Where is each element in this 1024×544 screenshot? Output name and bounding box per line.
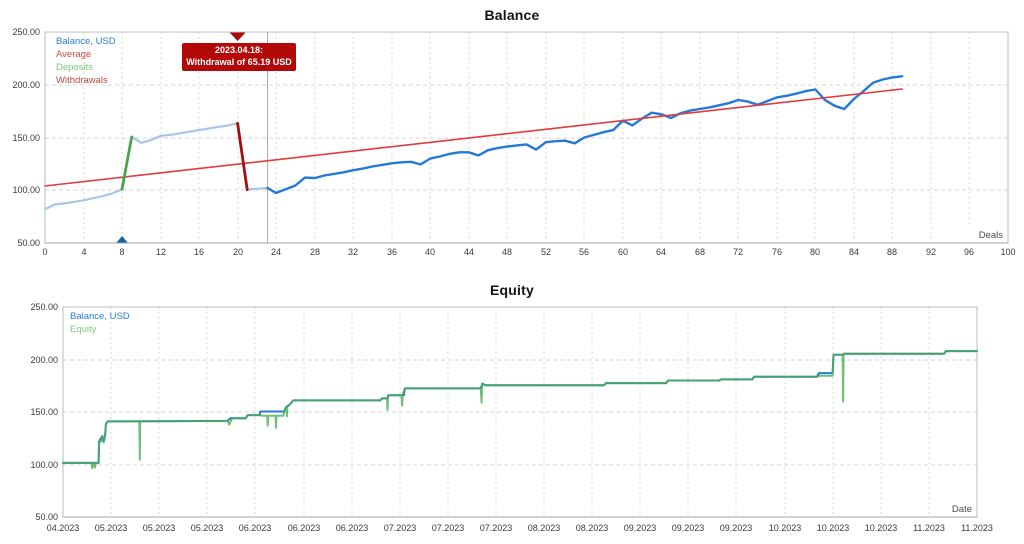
series-withdrawal bbox=[236, 121, 249, 192]
axis-corner-label: Date bbox=[952, 504, 972, 515]
x-tick-label: 36 bbox=[387, 247, 397, 257]
series-balance bbox=[62, 350, 978, 464]
x-tick-label: 07.2023 bbox=[480, 523, 513, 533]
x-tick-label: 10.2023 bbox=[817, 523, 850, 533]
y-tick-label: 200.00 bbox=[12, 80, 40, 90]
y-tick-label: 100.00 bbox=[30, 460, 58, 470]
x-tick-label: 4 bbox=[81, 247, 86, 257]
x-tick-label: 28 bbox=[310, 247, 320, 257]
x-tick-label: 44 bbox=[464, 247, 474, 257]
x-tick-label: 92 bbox=[926, 247, 936, 257]
x-tick-label: 11.2023 bbox=[961, 523, 993, 533]
y-tick-label: 50.00 bbox=[17, 238, 40, 248]
x-tick-label: 08.2023 bbox=[528, 523, 561, 533]
x-tick-label: 12 bbox=[156, 247, 166, 257]
series-equity bbox=[62, 350, 978, 470]
y-tick-label: 50.00 bbox=[35, 512, 58, 522]
series-average bbox=[44, 88, 903, 187]
withdrawal-marker-icon[interactable] bbox=[229, 32, 246, 42]
x-tick-label: 10.2023 bbox=[769, 523, 802, 533]
x-tick-label: 80 bbox=[810, 247, 820, 257]
x-tick-label: 0 bbox=[42, 247, 47, 257]
corner-label-bg bbox=[933, 501, 976, 516]
x-tick-label: 48 bbox=[502, 247, 512, 257]
series-balance bbox=[266, 75, 904, 195]
equity-chart-title: Equity bbox=[490, 282, 534, 298]
x-tick-label: 20 bbox=[233, 247, 243, 257]
x-tick-label: 08.2023 bbox=[576, 523, 609, 533]
y-tick-label: 150.00 bbox=[30, 407, 58, 417]
x-tick-label: 72 bbox=[733, 247, 743, 257]
x-tick-label: 88 bbox=[887, 247, 897, 257]
legend-item-balance-usd: Balance, USD bbox=[56, 36, 116, 47]
withdrawal-tooltip-date: 2023.04.18: bbox=[214, 45, 264, 55]
x-tick-label: 04.2023 bbox=[47, 523, 80, 533]
x-tick-label: 09.2023 bbox=[720, 523, 753, 533]
y-tick-label: 250.00 bbox=[12, 27, 40, 37]
x-tick-label: 11.2023 bbox=[913, 523, 945, 533]
legend-item-withdrawals: Withdrawals bbox=[56, 75, 108, 86]
x-tick-label: 06.2023 bbox=[239, 523, 272, 533]
corner-label-bg bbox=[964, 227, 1007, 242]
x-tick-label: 84 bbox=[849, 247, 859, 257]
x-tick-label: 05.2023 bbox=[191, 523, 224, 533]
series-deposit bbox=[120, 135, 134, 191]
x-tick-label: 05.2023 bbox=[95, 523, 128, 533]
x-tick-label: 09.2023 bbox=[672, 523, 705, 533]
x-tick-label: 60 bbox=[618, 247, 628, 257]
axis-corner-label: Deals bbox=[979, 230, 1004, 241]
x-tick-label: 09.2023 bbox=[624, 523, 657, 533]
x-tick-label: 10.2023 bbox=[865, 523, 898, 533]
x-tick-label: 100 bbox=[1000, 247, 1015, 257]
x-tick-label: 96 bbox=[964, 247, 974, 257]
legend-item-deposits: Deposits bbox=[56, 62, 93, 73]
x-tick-label: 56 bbox=[579, 247, 589, 257]
x-tick-label: 06.2023 bbox=[288, 523, 321, 533]
chart-balance: 0 4 8 12 16 20 24 28 32 36 40 44 48 52 56 60 64 68 72 76 80 8… bbox=[12, 27, 1015, 257]
x-tick-label: 64 bbox=[656, 247, 666, 257]
legend-item-balance-usd: Balance, USD bbox=[70, 311, 130, 322]
x-tick-label: 40 bbox=[425, 247, 435, 257]
y-tick-label: 150.00 bbox=[12, 133, 40, 143]
x-tick-label: 76 bbox=[772, 247, 782, 257]
withdrawal-tooltip[interactable]: 2023.04.18: Withdrawal of 65.19 USD bbox=[182, 43, 296, 71]
x-tick-label: 07.2023 bbox=[432, 523, 465, 533]
balance-chart-legend: Balance, USD Average Deposits Withdrawals bbox=[56, 35, 116, 87]
chart-equity: 04.2023 05.2023 05.2023 05.2023 06.2023 06.20… bbox=[30, 302, 992, 533]
x-tick-label: 24 bbox=[271, 247, 281, 257]
y-tick-label: 100.00 bbox=[12, 185, 40, 195]
balance-chart-title: Balance bbox=[484, 7, 540, 23]
y-tick-label: 250.00 bbox=[30, 302, 58, 312]
x-tick-label: 05.2023 bbox=[143, 523, 176, 533]
series-balance-history bbox=[43, 122, 269, 211]
x-tick-label: 68 bbox=[695, 247, 705, 257]
x-tick-label: 07.2023 bbox=[384, 523, 417, 533]
deposit-marker-icon[interactable] bbox=[116, 236, 128, 243]
withdrawal-tooltip-text: Withdrawal of 65.19 USD bbox=[186, 56, 292, 67]
equity-chart-legend: Balance, USD Equity bbox=[70, 310, 130, 336]
x-tick-label: 32 bbox=[348, 247, 358, 257]
x-tick-label: 52 bbox=[541, 247, 551, 257]
x-tick-label: 06.2023 bbox=[336, 523, 369, 533]
legend-item-equity: Equity bbox=[70, 324, 97, 335]
x-tick-label: 16 bbox=[194, 247, 204, 257]
y-tick-label: 200.00 bbox=[30, 355, 58, 365]
x-tick-label: 8 bbox=[119, 247, 124, 257]
legend-item-average: Average bbox=[56, 49, 92, 60]
